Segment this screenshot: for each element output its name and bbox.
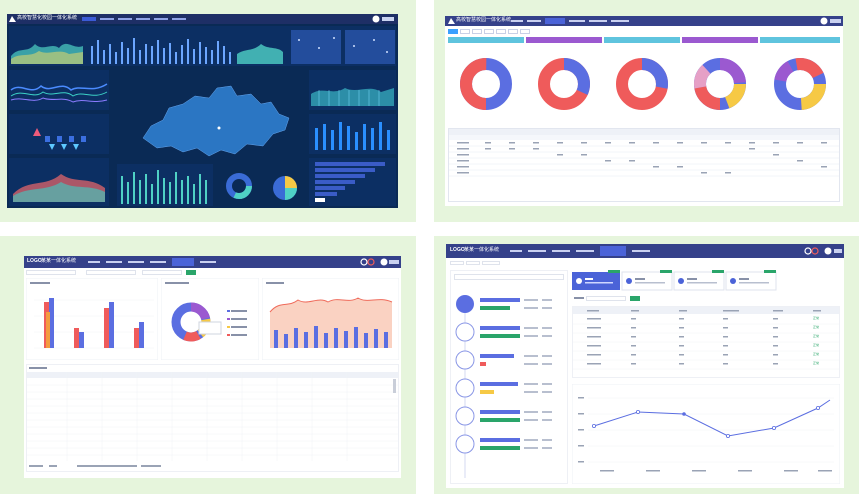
section-header-5 <box>760 37 840 43</box>
overview-table <box>26 364 399 472</box>
status-text: 正常 <box>813 325 820 329</box>
overview-screenshot: LOGO 某某一体化系统 <box>24 256 401 478</box>
right-bar-chart <box>309 114 396 154</box>
right-area-chart <box>309 70 396 110</box>
status-text: 正常 <box>813 361 820 365</box>
left-bar-chart <box>9 114 109 154</box>
trend-line-chart <box>572 384 840 484</box>
logo-text: LOGO <box>27 258 42 264</box>
region-map <box>142 85 290 157</box>
status-text: 正常 <box>813 316 820 320</box>
timeline-panel <box>450 270 568 484</box>
settings-icon[interactable] <box>804 247 820 255</box>
user-name-text <box>834 249 842 253</box>
avatar-icon[interactable] <box>380 258 388 266</box>
thumbnail-panel-timeline[interactable]: LOGO 某某一体化系统 <box>434 236 859 494</box>
top-strip-charts <box>9 26 396 66</box>
logo-icon <box>9 16 16 22</box>
section-header-2 <box>526 37 602 43</box>
avatar-icon[interactable] <box>824 247 832 255</box>
center-pie-chart <box>273 176 297 200</box>
section-header-4 <box>682 37 758 43</box>
logo-icon <box>448 18 455 24</box>
center-bar-chart <box>117 164 213 206</box>
status-text: 正常 <box>813 343 820 347</box>
dashboard-header <box>7 14 398 24</box>
statistics-screenshot: 高校智慧校园一体化系统 <box>445 16 843 206</box>
left-area-chart <box>9 158 109 206</box>
statistics-table <box>448 128 840 202</box>
app-title: 高校智慧校园一体化系统 <box>456 17 512 23</box>
donut-chart-card <box>161 278 259 360</box>
bar-chart-card <box>26 278 158 360</box>
avatar-icon[interactable] <box>372 15 380 23</box>
thumbnail-panel-overview[interactable]: LOGO 某某一体化系统 <box>0 236 416 494</box>
thumbnail-panel-statistics[interactable]: 高校智慧校园一体化系统 <box>434 0 859 222</box>
right-hbar-chart <box>309 158 396 206</box>
timeline-screenshot: LOGO 某某一体化系统 <box>446 244 844 488</box>
center-donut-chart <box>226 173 252 199</box>
statistics-header <box>445 16 843 26</box>
area-chart-card <box>262 278 399 360</box>
dark-dashboard-screenshot: 高校智慧化校园一体化系统 <box>7 14 398 208</box>
step-cards[interactable] <box>572 270 840 292</box>
settings-icon[interactable] <box>360 258 376 266</box>
user-name-text <box>382 17 394 21</box>
records-table: 正常 正常 正常 正常 正常 正常 <box>572 306 840 378</box>
section-header-3 <box>604 37 680 43</box>
timeline-list <box>455 295 552 478</box>
table-filter[interactable] <box>574 296 834 302</box>
donut-charts <box>460 58 826 110</box>
timeline-search[interactable] <box>454 274 564 280</box>
app-title: 高校智慧化校园一体化系统 <box>17 15 78 21</box>
section-header-1 <box>448 37 524 43</box>
filter-row[interactable] <box>26 270 399 276</box>
status-text: 正常 <box>813 334 820 338</box>
thumbnail-panel-dashboard[interactable]: 高校智慧化校园一体化系统 <box>0 0 416 222</box>
left-line-chart <box>9 70 109 110</box>
user-name-text <box>830 19 841 23</box>
logo-text: LOGO <box>450 247 465 253</box>
app-title: 某某一体化系统 <box>41 258 77 264</box>
avatar-icon[interactable] <box>820 17 828 25</box>
status-text: 正常 <box>813 352 820 356</box>
user-name-text <box>389 260 399 264</box>
app-title: 某某一体化系统 <box>464 247 500 253</box>
